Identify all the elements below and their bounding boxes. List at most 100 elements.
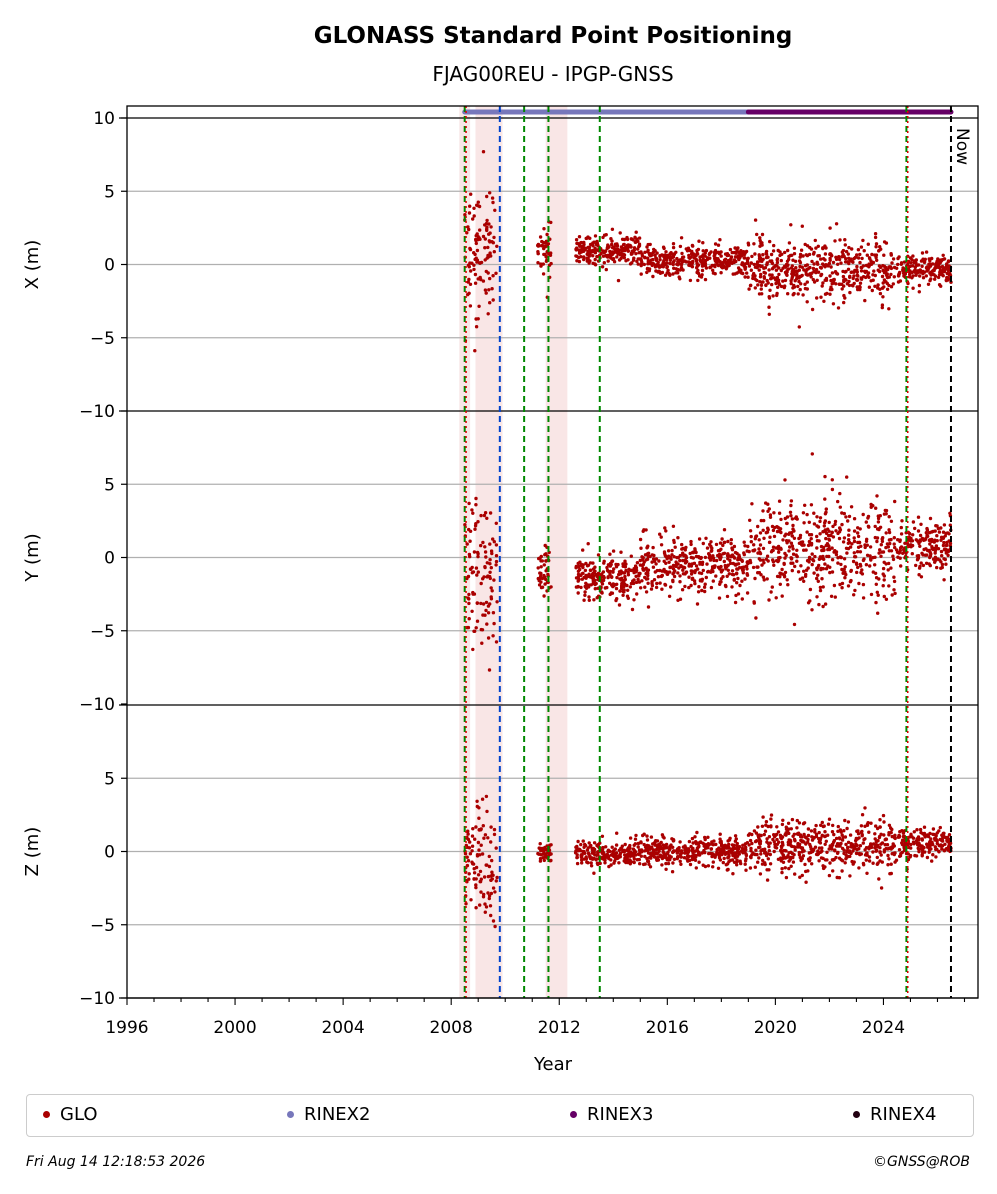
glo-point [873, 563, 877, 567]
glo-point [680, 588, 685, 592]
glo-point [733, 255, 738, 259]
glo-point [591, 561, 595, 565]
glo-point [775, 825, 779, 829]
axes-frame [126, 105, 979, 999]
glo-point [467, 211, 472, 215]
glo-point [758, 244, 762, 248]
glo-point [895, 550, 900, 554]
glo-point [844, 842, 848, 847]
glo-point [708, 851, 713, 856]
glo-point [472, 871, 477, 875]
glo-point [937, 843, 941, 848]
glo-point [486, 611, 491, 615]
glo-point [805, 530, 809, 534]
glo-point [537, 846, 541, 850]
glo-point [622, 571, 627, 575]
glo-point [668, 570, 672, 574]
glo-point [587, 598, 591, 602]
glo-point [666, 549, 671, 553]
glo-point [467, 592, 471, 597]
glo-point [580, 247, 584, 251]
glo-point [892, 275, 896, 279]
glo-point [764, 251, 768, 256]
glo-point [819, 544, 824, 549]
glo-point [474, 566, 479, 570]
glo-point [622, 242, 626, 247]
glo-point [488, 562, 492, 566]
glo-point [756, 860, 760, 864]
glo-point [723, 583, 728, 588]
glo-point [946, 549, 951, 553]
glo-point [689, 261, 693, 266]
glo-point [492, 578, 496, 582]
glo-point [730, 851, 734, 855]
glo-point [748, 529, 753, 533]
glo-point [789, 503, 793, 508]
glo-point [703, 555, 708, 560]
glo-point [626, 846, 631, 850]
glo-point [637, 244, 642, 248]
glo-point [694, 842, 699, 846]
glo-point [644, 558, 648, 562]
glo-point [671, 260, 676, 264]
glo-point [803, 264, 808, 268]
glo-point [843, 818, 847, 823]
glo-point [937, 273, 942, 277]
glo-point [492, 235, 496, 240]
glo-point [821, 246, 825, 251]
glo-point [636, 845, 640, 849]
glo-point [701, 249, 705, 253]
glo-point [758, 280, 762, 284]
glo-point [656, 262, 660, 266]
glo-point [854, 836, 858, 841]
glo-point [732, 544, 737, 549]
glo-point [834, 222, 839, 226]
glo-point [880, 286, 885, 290]
glo-point [593, 582, 597, 587]
glo-point [876, 516, 881, 521]
glo-point [775, 574, 780, 579]
glo-point [782, 575, 787, 579]
glo-point [542, 594, 546, 598]
glo-point [858, 284, 862, 289]
glo-point [678, 840, 682, 844]
glo-point [467, 277, 471, 282]
glo-point [827, 817, 832, 821]
glo-point [726, 563, 730, 567]
glo-point [728, 561, 733, 566]
glo-point [864, 563, 869, 567]
glo-point [887, 307, 891, 311]
glo-point [610, 242, 614, 247]
glo-point [678, 852, 683, 857]
glo-point [697, 860, 701, 864]
glo-point [824, 567, 829, 571]
glo-point [686, 859, 690, 863]
glo-point [592, 598, 596, 602]
glo-point [875, 536, 880, 540]
glo-point [798, 577, 802, 581]
glo-point [707, 556, 711, 560]
glo-point [595, 852, 600, 857]
glo-point [483, 246, 487, 250]
glo-point [790, 275, 795, 279]
glo-point [887, 275, 891, 279]
glo-point [619, 550, 623, 554]
glo-point [495, 600, 499, 604]
glo-point [491, 919, 496, 923]
glo-point [886, 545, 891, 549]
glo-point [819, 273, 823, 278]
glo-point [488, 301, 492, 305]
y-tick-label: 5 [104, 182, 115, 202]
x-tick-label: 2024 [862, 1018, 905, 1038]
glo-point [712, 558, 716, 563]
glo-point [851, 849, 855, 853]
glo-point [576, 579, 580, 583]
glo-point [609, 853, 614, 857]
glo-point [792, 246, 797, 250]
glo-point [924, 266, 929, 270]
glo-point [791, 860, 796, 864]
glo-point [861, 238, 865, 243]
glo-point [747, 287, 751, 291]
glo-point [676, 849, 680, 854]
glo-point [647, 846, 651, 851]
